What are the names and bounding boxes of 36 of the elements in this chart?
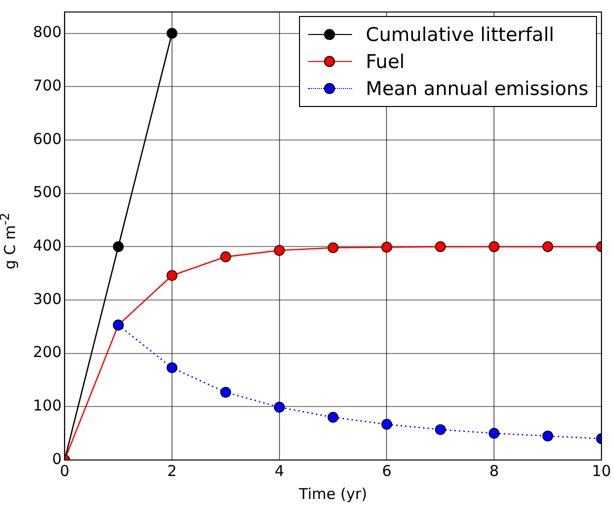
point: [166, 362, 178, 374]
point: [220, 251, 232, 262]
y-tick-label: 600: [32, 130, 62, 148]
point: [542, 241, 554, 252]
y-tick-label: 0: [52, 450, 62, 468]
point: [488, 428, 500, 439]
point: [166, 270, 178, 281]
x-tick-label: 4: [274, 462, 284, 480]
y-tick-label: 300: [32, 290, 62, 308]
legend-label: Fuel: [366, 50, 405, 72]
point: [488, 241, 500, 252]
y-tick-label: 700: [32, 76, 62, 95]
legend-label: Mean annual emissions: [366, 78, 588, 100]
x-tick-label: 8: [489, 462, 499, 480]
point: [328, 412, 338, 423]
point: [435, 241, 446, 252]
point: [274, 245, 285, 256]
x-tick-label: 6: [382, 462, 392, 480]
point: [220, 386, 232, 398]
x-tick-label: 2: [167, 462, 177, 480]
y-tick-label: 800: [32, 23, 62, 42]
x-axis-title: Time (yr): [298, 484, 368, 503]
point: [381, 418, 392, 430]
legend-label: Cumulative litterfall: [366, 24, 554, 46]
point: [166, 28, 178, 39]
x-tick-label: 10: [592, 462, 612, 480]
y-tick-label: 400: [32, 236, 62, 255]
point: [274, 402, 285, 413]
point: [381, 242, 392, 253]
point: [435, 424, 446, 435]
y-tick-label: 200: [32, 343, 62, 362]
point: [328, 242, 338, 254]
point: [112, 241, 124, 252]
y-tick-label: 500: [32, 183, 62, 202]
point: [542, 430, 554, 442]
y-tick-label: 100: [32, 396, 62, 415]
